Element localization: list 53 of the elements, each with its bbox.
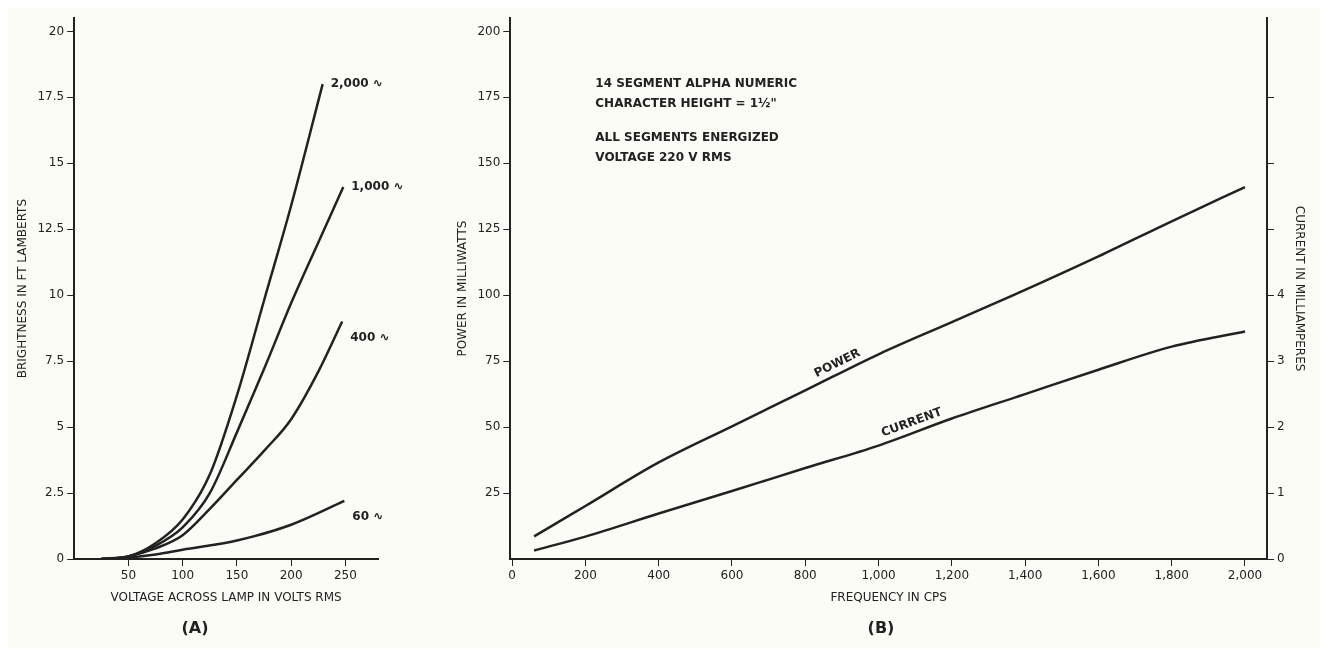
x-tick-label: 1,400 [1007, 568, 1043, 583]
x-tick-label: 150 [225, 568, 249, 583]
x-tick-label: 2,000 [1227, 568, 1263, 583]
annotation: VOLTAGE 220 V RMS [595, 150, 732, 165]
x-tick-label: 800 [793, 568, 817, 583]
y2-tick-label: 1 [1276, 485, 1285, 500]
x-tick-label: 200 [279, 568, 303, 583]
y-axis-title: POWER IN MILLIWATTS [455, 220, 470, 357]
x-tick-label: 400 [647, 568, 671, 583]
y-tick-label: 15 [48, 155, 65, 170]
y2-axis-title: CURRENT IN MILLIAMPERES [1292, 205, 1307, 372]
y-tick-label: 12.5 [37, 221, 65, 236]
y-tick-label: 100 [477, 287, 501, 302]
series-label: 60 ∿ [352, 509, 384, 524]
y-tick-label: 7.5 [45, 353, 65, 368]
y-tick-label: 5 [56, 419, 65, 434]
x-tick-label: 100 [171, 568, 195, 583]
y2-tick-label: 3 [1276, 353, 1285, 368]
x-tick-label: 1,600 [1081, 568, 1116, 583]
x-tick-label: 1,800 [1154, 568, 1189, 583]
text: (A) [181, 617, 209, 637]
y-tick-label: 200 [477, 23, 501, 38]
y-tick-label: 25 [485, 485, 501, 500]
x-axis-title: VOLTAGE ACROSS LAMP IN VOLTS RMS [110, 589, 342, 604]
y2-tick-label: 4 [1276, 287, 1285, 302]
y-tick-label: 75 [485, 353, 501, 368]
x-tick-label: 250 [333, 568, 357, 583]
x-tick-label: 1,200 [934, 568, 970, 583]
series-label: 2,000 ∿ [330, 76, 383, 91]
y-tick-label: 150 [477, 155, 501, 170]
y2-tick-label: 0 [1276, 551, 1285, 566]
y-tick-label: 0 [56, 551, 65, 566]
series-label: 1,000 ∿ [351, 179, 404, 194]
x-tick-label: 0 [508, 568, 516, 583]
text: (B) [867, 617, 895, 637]
y-axis-title: BRIGHTNESS IN FT LAMBERTS [15, 198, 30, 379]
x-tick-label: 600 [720, 568, 744, 583]
series-label: 400 ∿ [350, 329, 390, 344]
y-tick-label: 17.5 [37, 89, 65, 104]
annotation: 14 SEGMENT ALPHA NUMERIC [595, 76, 798, 91]
y-tick-label: 125 [477, 221, 501, 236]
y-tick-label: 2.5 [45, 485, 65, 500]
y-tick-label: 50 [485, 419, 501, 434]
y-tick-label: 175 [477, 89, 501, 104]
y2-tick-label: 2 [1276, 419, 1285, 434]
annotation: CHARACTER HEIGHT = 1½" [595, 96, 777, 111]
x-tick-label: 200 [573, 568, 597, 583]
x-axis-title: FREQUENCY IN CPS [830, 589, 947, 604]
x-tick-label: 50 [120, 568, 137, 583]
annotation: ALL SEGMENTS ENERGIZED [595, 130, 779, 145]
x-tick-label: 1,000 [861, 568, 896, 583]
y-tick-label: 20 [48, 23, 65, 38]
y-tick-label: 10 [48, 287, 65, 302]
